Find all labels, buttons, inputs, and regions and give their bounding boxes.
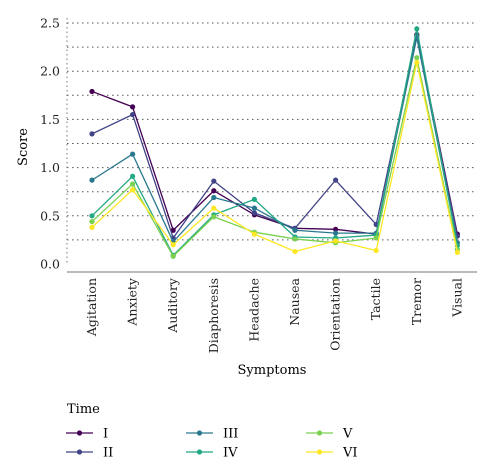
y-tick-label: 0.5 bbox=[40, 208, 60, 223]
y-axis-title: Score bbox=[16, 128, 31, 166]
data-point bbox=[170, 253, 176, 259]
data-point bbox=[292, 227, 298, 233]
data-point bbox=[211, 188, 217, 194]
x-tick-label: Orientation bbox=[328, 278, 343, 351]
legend-label: VI bbox=[342, 446, 358, 461]
data-point bbox=[333, 230, 339, 236]
x-tick-label: Anxiety bbox=[125, 277, 140, 327]
data-point bbox=[373, 247, 379, 254]
series-line bbox=[91, 36, 459, 243]
data-point bbox=[251, 210, 257, 216]
data-point bbox=[130, 111, 136, 118]
legend-swatch-point bbox=[196, 449, 203, 455]
series-line bbox=[91, 34, 459, 239]
data-point bbox=[414, 55, 420, 61]
legend-swatch-point bbox=[76, 449, 83, 455]
y-axis: 0.0 0.5 1.0 1.5 2.0 2.5 bbox=[40, 16, 60, 272]
data-point bbox=[211, 214, 217, 220]
legend-title: Time bbox=[67, 402, 100, 417]
x-tick-label: Nausea bbox=[287, 277, 302, 325]
legend-swatch-point bbox=[196, 430, 203, 436]
legend-swatch-point bbox=[76, 430, 83, 436]
data-point bbox=[251, 231, 257, 237]
legend-label: II bbox=[103, 446, 113, 461]
data-point bbox=[211, 205, 217, 211]
data-point bbox=[130, 104, 136, 110]
legend-label: III bbox=[223, 427, 238, 442]
data-point bbox=[333, 226, 339, 232]
data-point bbox=[130, 151, 136, 157]
y-tick-label: 0.0 bbox=[40, 257, 60, 272]
data-point bbox=[89, 224, 95, 230]
data-point bbox=[89, 213, 95, 219]
x-tick-label: Tactile bbox=[368, 278, 383, 320]
series-line bbox=[91, 61, 459, 253]
legend-label: IV bbox=[223, 446, 238, 461]
data-point bbox=[414, 59, 420, 66]
series-line bbox=[91, 28, 459, 256]
data-point bbox=[211, 194, 217, 201]
legend-swatch-point bbox=[316, 449, 323, 455]
data-point bbox=[292, 248, 298, 255]
data-point bbox=[251, 196, 257, 203]
legend-swatch-point bbox=[316, 430, 323, 436]
x-tick-label: Headache bbox=[246, 278, 261, 342]
data-point bbox=[89, 218, 95, 225]
legend-label: I bbox=[103, 427, 108, 442]
data-point bbox=[170, 242, 176, 248]
data-point bbox=[414, 26, 420, 32]
data-point bbox=[373, 235, 379, 241]
x-tick-label: Auditory bbox=[165, 277, 180, 334]
y-tick-label: 2.5 bbox=[40, 16, 60, 31]
data-point bbox=[89, 88, 95, 95]
data-point bbox=[130, 173, 136, 179]
data-point bbox=[89, 131, 95, 137]
data-point bbox=[251, 205, 257, 211]
y-tick-label: 1.5 bbox=[40, 112, 60, 127]
data-point bbox=[454, 249, 460, 256]
legend-label: V bbox=[342, 427, 353, 442]
data-point bbox=[170, 227, 176, 233]
x-tick-label: Tremor bbox=[409, 278, 424, 325]
data-point bbox=[333, 238, 339, 244]
x-axis: Agitation Anxiety Auditory Diaphoresis Heada… bbox=[84, 277, 464, 353]
data-point bbox=[89, 177, 95, 183]
x-tick-label: Agitation bbox=[84, 278, 99, 337]
x-axis-title: Symptoms bbox=[238, 363, 307, 378]
x-tick-label: Visual bbox=[449, 278, 464, 318]
x-tick-label: Diaphoresis bbox=[206, 278, 221, 353]
data-point bbox=[292, 236, 298, 242]
data-point bbox=[333, 177, 339, 183]
data-point bbox=[211, 178, 217, 184]
data-point bbox=[130, 187, 136, 193]
data-point bbox=[130, 181, 136, 187]
y-tick-label: 2.0 bbox=[40, 64, 60, 79]
series-line bbox=[91, 57, 459, 257]
y-tick-label: 1.0 bbox=[40, 160, 60, 175]
series-layer bbox=[89, 26, 460, 259]
